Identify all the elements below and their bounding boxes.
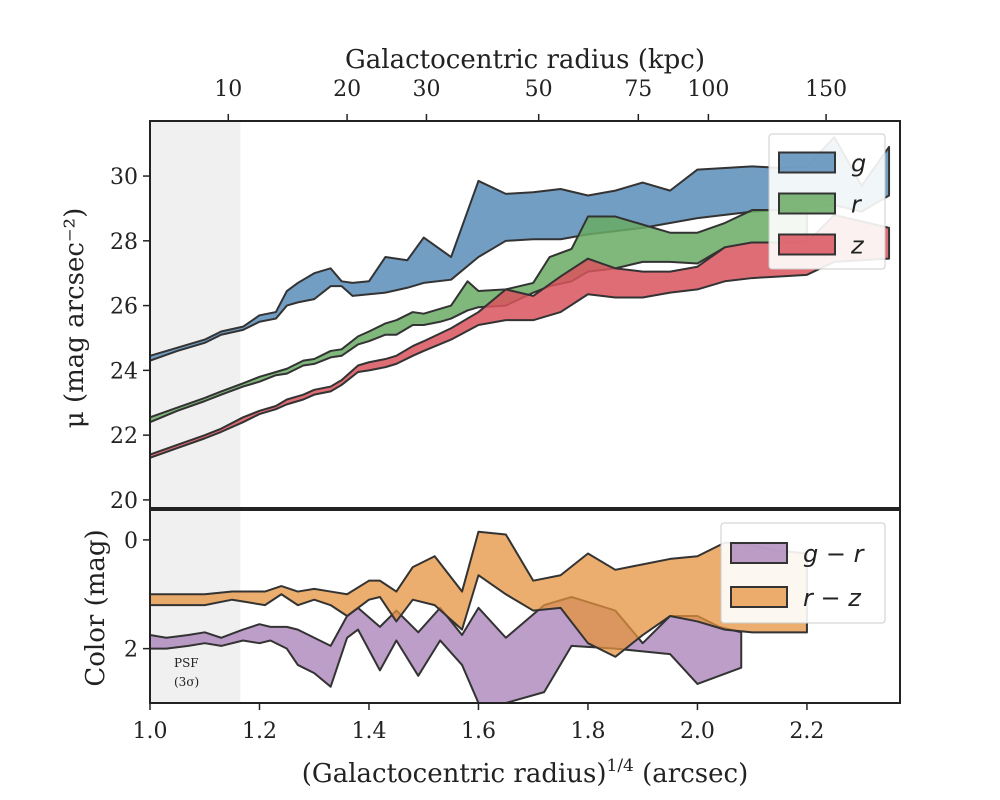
x-axis-label-unit: (arcsec) (634, 759, 748, 789)
band-g (149, 136, 891, 362)
x-tick-label: 1.6 (461, 719, 496, 744)
legend-label-z: z (850, 232, 865, 260)
y-tick-label: 2 (124, 638, 138, 663)
color-series (149, 530, 808, 704)
surface-brightness-y-axis-label: μ (mag arcsec⁻²) (60, 208, 90, 428)
color-y-axis-label: Color (mag) (81, 529, 111, 686)
x-tick-label: 1.2 (242, 719, 277, 744)
color-panel: 02 1.0 1.2 1.4 1.6 1.8 2.0 2.2 g − rr − z PSF … (124, 509, 901, 744)
color-axes-frame (149, 509, 901, 704)
kpc-tick-label: 150 (805, 77, 847, 102)
kpc-tick-label: 50 (525, 77, 553, 102)
legend-label-r: r (851, 191, 863, 219)
legend-swatch-rz (730, 586, 788, 608)
x-axis-label-base: (Galactocentric radius) (302, 759, 607, 789)
y-tick-label: 28 (110, 230, 138, 255)
psf-label-line1: PSF (174, 656, 199, 670)
x-axis-label-exponent: 1/4 (607, 756, 634, 776)
legend-label-gr: g − r (803, 540, 866, 568)
psf-label-line2: (3σ) (174, 675, 199, 689)
x-tick-label: 1.4 (351, 719, 386, 744)
kpc-tick-label: 75 (624, 77, 652, 102)
x-tick-label: 2.2 (789, 719, 824, 744)
kpc-tick-label: 30 (412, 77, 440, 102)
y-tick-label: 26 (110, 295, 138, 320)
color-y-ticks: 02 (124, 529, 150, 663)
x-tick-label: 1.0 (133, 719, 168, 744)
x-tick-label: 2.0 (680, 719, 715, 744)
legend-label-rz: r − z (803, 584, 862, 612)
color-legend: g − r r − z (720, 522, 886, 624)
kpc-tick-label: 20 (333, 77, 361, 102)
legend-swatch-g (778, 151, 836, 174)
surface-brightness-y-ticks: 20 22 24 26 28 30 (110, 165, 150, 514)
top-x-axis-label: Galactocentric radius (kpc) (345, 45, 705, 75)
bottom-x-axis-label: (Galactocentric radius)1/4 (arcsec) (302, 756, 748, 789)
legend-label-g: g (851, 150, 866, 178)
kpc-tick-label: 100 (687, 77, 729, 102)
legend-swatch-z (778, 233, 836, 256)
legend-swatch-r (778, 192, 836, 215)
legend-swatch-gr (730, 542, 788, 564)
y-tick-label: 24 (110, 359, 138, 384)
kpc-axis-ticks: 10 20 30 50 75 100 150 (214, 77, 847, 121)
kpc-tick-label: 10 (214, 77, 242, 102)
surface-brightness-panel: 20 22 24 26 28 30 10 20 30 50 75 100 150 grz (110, 77, 901, 514)
y-tick-label: 22 (110, 424, 138, 449)
y-tick-label: 0 (124, 529, 138, 554)
psf-shaded-region-top (150, 121, 241, 508)
x-tick-label: 1.8 (570, 719, 605, 744)
psf-shaded-region-bottom (150, 510, 241, 703)
surface-brightness-legend: grz (768, 133, 886, 270)
band-z (149, 213, 891, 459)
radius-x-ticks: 1.0 1.2 1.4 1.6 1.8 2.0 2.2 (133, 703, 824, 744)
y-tick-label: 30 (110, 165, 138, 190)
surface-brightness-axes-frame (149, 120, 901, 509)
y-tick-label: 20 (110, 489, 138, 514)
